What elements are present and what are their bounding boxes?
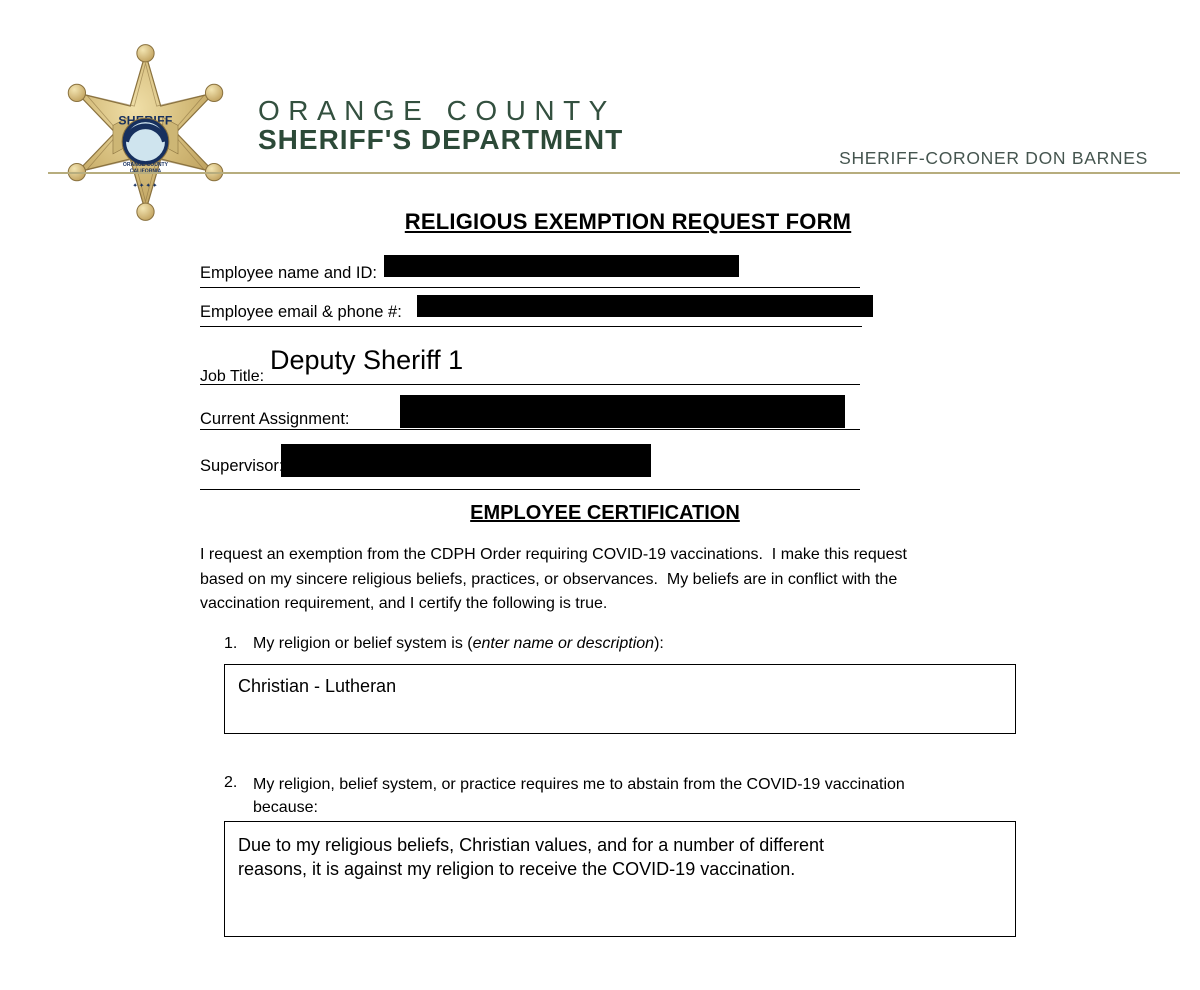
svg-text:ORANGE COUNTY: ORANGE COUNTY xyxy=(123,162,169,168)
svg-text:✦✦✦✦: ✦✦✦✦ xyxy=(132,181,158,189)
